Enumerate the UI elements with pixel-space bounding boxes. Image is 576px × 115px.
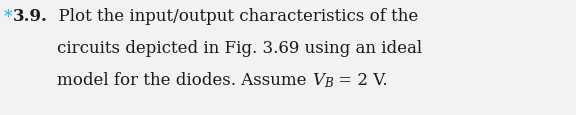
Text: Plot the input/output characteristics of the: Plot the input/output characteristics of… [48, 8, 418, 25]
Text: *: * [4, 8, 13, 25]
Text: V: V [312, 71, 324, 88]
Text: circuits depicted in Fig. 3.69 using an ideal: circuits depicted in Fig. 3.69 using an … [58, 40, 423, 56]
Text: 3.9.: 3.9. [13, 8, 48, 25]
Text: = 2 V.: = 2 V. [333, 71, 388, 88]
Text: model for the diodes. Assume: model for the diodes. Assume [58, 71, 312, 88]
Text: B: B [324, 76, 333, 89]
